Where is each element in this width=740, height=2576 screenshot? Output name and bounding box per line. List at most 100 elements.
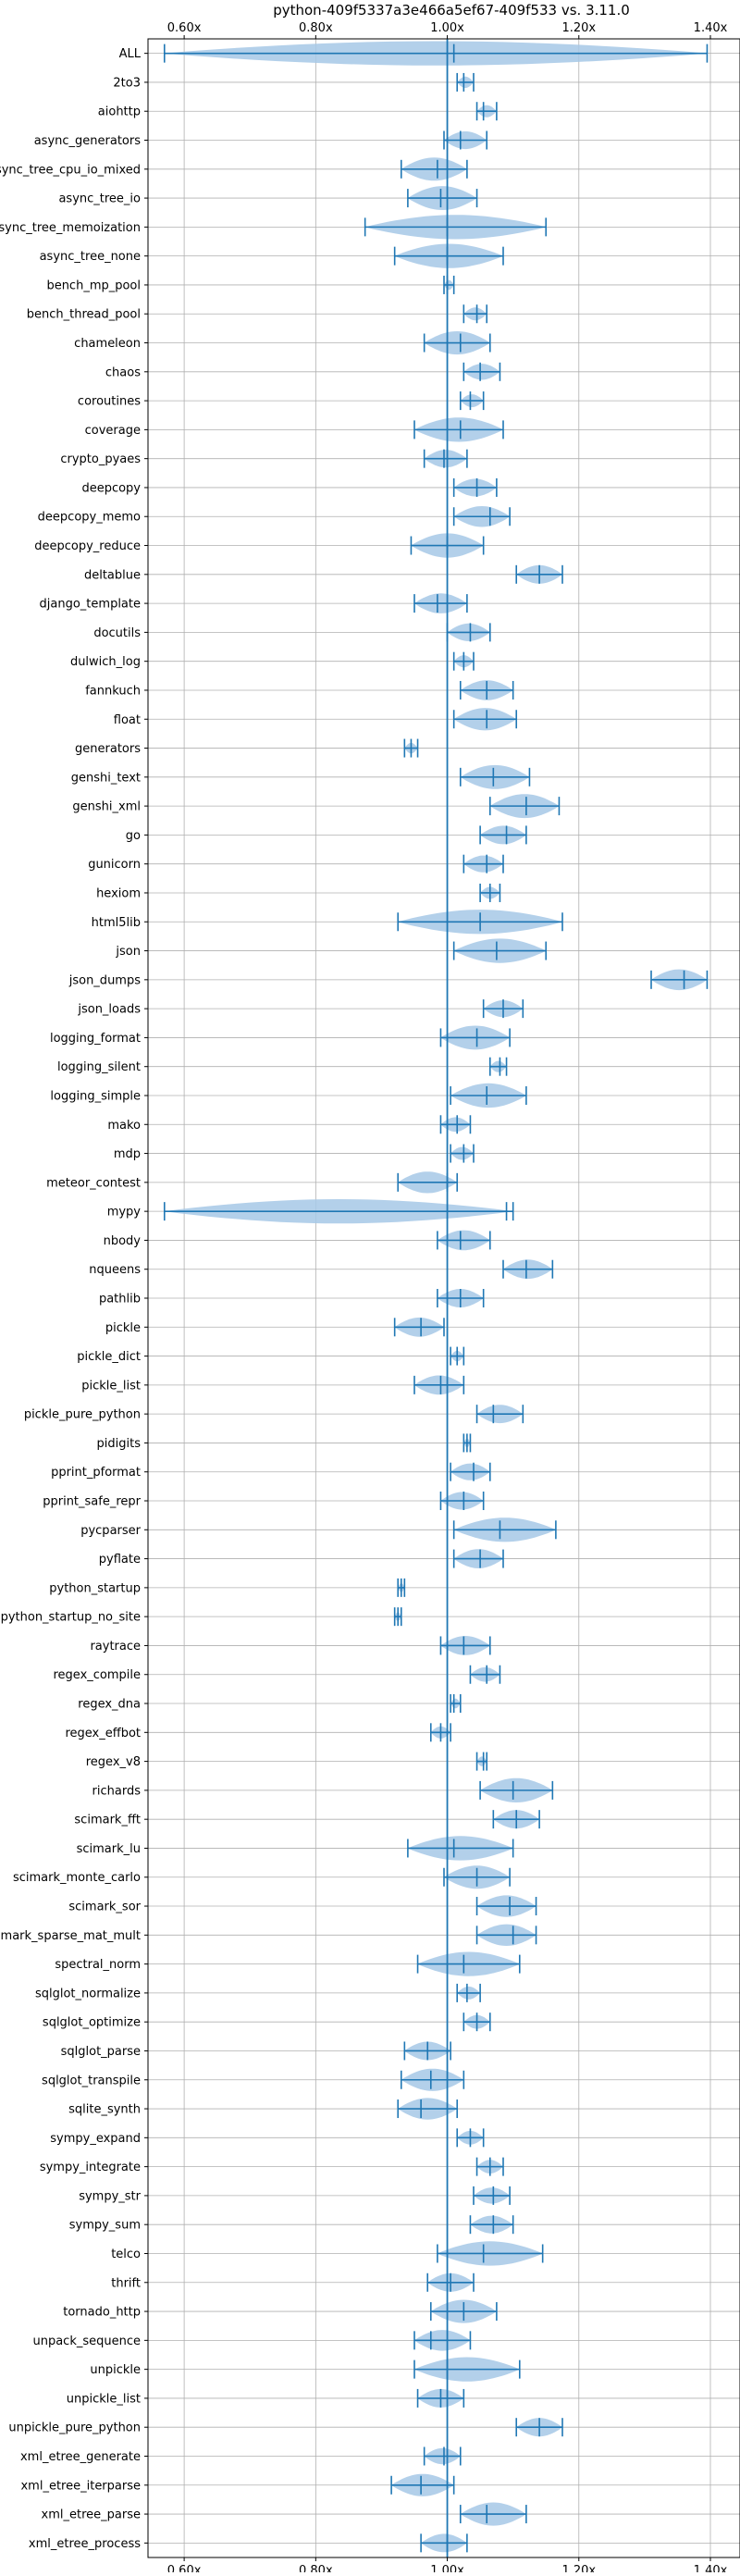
y-category-label: sqlglot_optimize: [43, 2016, 141, 2030]
y-category-label: coroutines: [78, 395, 141, 409]
y-category-label: pickle_list: [81, 1379, 141, 1393]
y-category-label: unpickle: [90, 2363, 141, 2377]
y-category-label: 2to3: [113, 76, 141, 90]
y-category-label: genshi_xml: [72, 800, 141, 814]
x-tick-label-bottom: 1.40x: [694, 2564, 728, 2572]
y-category-label: go: [126, 829, 141, 843]
whisker-layer: [163, 43, 709, 2553]
y-category-label: regex_compile: [53, 1668, 141, 1682]
y-category-label: django_template: [40, 598, 141, 612]
y-category-label: unpickle_list: [67, 2392, 141, 2406]
y-category-label: logging_format: [50, 1032, 141, 1046]
y-category-label: tornado_http: [63, 2306, 141, 2320]
y-category-label: coverage: [85, 424, 141, 438]
y-category-label: logging_simple: [50, 1089, 141, 1103]
y-category-label: meteor_contest: [46, 1176, 141, 1190]
x-tick-label-bottom: 1.20x: [561, 2564, 596, 2572]
y-category-label: dulwich_log: [70, 655, 141, 669]
y-category-label: sqlglot_parse: [61, 2045, 141, 2059]
y-category-label: fannkuch: [85, 684, 141, 698]
y-category-label: json_dumps: [68, 973, 141, 987]
y-category-label: xml_etree_parse: [42, 2508, 141, 2522]
y-category-label: async_tree_none: [40, 250, 141, 264]
y-category-label: generators: [75, 742, 141, 756]
y-category-label: regex_v8: [86, 1755, 141, 1769]
x-tick-label-top: 1.40x: [694, 21, 728, 35]
x-tick-label-top: 0.60x: [167, 21, 202, 35]
y-category-label: float: [114, 713, 141, 727]
x-tick-label-top: 1.00x: [430, 21, 464, 35]
y-category-label: pidigits: [97, 1437, 142, 1451]
y-category-label: unpack_sequence: [32, 2334, 141, 2348]
y-category-label: pycparser: [80, 1524, 141, 1538]
y-category-label: nqueens: [89, 1263, 141, 1277]
label-layer: 0.60x 0.60x 0.80x 0.80x 1.00x 1.00x 1.20x 1.20x…: [0, 21, 728, 2576]
y-category-label: pprint_safe_repr: [43, 1495, 141, 1509]
y-category-label: sympy_integrate: [40, 2161, 141, 2174]
y-category-label: scimark_fft: [74, 1814, 141, 1827]
y-category-label: pprint_pformat: [51, 1466, 141, 1480]
y-category-label: spectral_norm: [55, 1958, 141, 1972]
y-category-label: gunicorn: [88, 858, 141, 872]
violin-layer: [164, 41, 708, 2553]
y-category-label: deltablue: [84, 568, 141, 582]
y-category-label: scimark_monte_carlo: [13, 1871, 141, 1885]
y-category-label: hexiom: [96, 886, 141, 900]
y-category-label: mypy: [107, 1206, 142, 1220]
y-category-label: xml_etree_iterparse: [20, 2479, 141, 2493]
y-category-label: chameleon: [74, 337, 141, 351]
y-category-label: crypto_pyaes: [60, 452, 141, 466]
y-category-label: json_loads: [77, 1003, 141, 1017]
y-category-label: mdp: [114, 1147, 141, 1161]
y-category-label: logging_silent: [57, 1060, 141, 1074]
y-category-label: xml_etree_generate: [20, 2450, 141, 2464]
y-category-label: html5lib: [92, 916, 141, 930]
y-category-label: bench_mp_pool: [46, 279, 141, 292]
chart-title: python-409f5337a3e466a5ef67-409f533 vs. …: [273, 2, 630, 19]
y-category-label: pickle: [105, 1321, 141, 1335]
y-category-label: regex_effbot: [65, 1727, 141, 1740]
y-category-label: genshi_text: [71, 771, 141, 785]
y-category-label: thrift: [111, 2276, 141, 2290]
y-category-label: unpickle_pure_python: [8, 2421, 141, 2435]
y-category-label: deepcopy_memo: [38, 511, 141, 525]
y-category-label: richards: [92, 1784, 142, 1798]
x-tick-label-top: 0.80x: [299, 21, 333, 35]
y-category-label: pickle_dict: [77, 1350, 141, 1364]
y-category-label: async_generators: [34, 134, 142, 148]
y-category-label: raytrace: [90, 1640, 141, 1653]
x-tick-label-bottom: 1.00x: [430, 2564, 464, 2572]
y-category-label: python_startup_no_site: [1, 1611, 141, 1625]
y-category-label: sympy_sum: [69, 2219, 141, 2233]
y-category-label: python_startup: [49, 1581, 141, 1595]
y-category-label: chaos: [105, 365, 141, 379]
x-tick-label-bottom: 0.80x: [299, 2564, 333, 2572]
y-category-label: pickle_pure_python: [24, 1408, 141, 1422]
y-category-label: async_tree_memoization: [0, 221, 141, 235]
y-category-label: async_tree_io: [58, 192, 141, 206]
y-category-label: nbody: [104, 1234, 142, 1248]
y-category-label: scimark_sor: [68, 1901, 141, 1914]
y-category-label: pathlib: [99, 1293, 141, 1307]
y-category-label: docutils: [93, 626, 141, 640]
y-category-label: async_tree_cpu_io_mixed: [0, 163, 141, 177]
y-category-label: deepcopy_reduce: [34, 539, 141, 553]
y-category-label: pyflate: [99, 1553, 141, 1567]
y-category-label: scimark_lu: [77, 1842, 141, 1856]
y-category-label: sqlglot_normalize: [35, 1987, 141, 2000]
y-category-label: telco: [111, 2248, 141, 2261]
y-category-label: json: [115, 945, 141, 959]
plot-frame: [147, 38, 740, 2558]
y-category-label: deepcopy: [81, 481, 141, 495]
y-category-label: mako: [107, 1119, 141, 1133]
y-category-label: sympy_str: [79, 2189, 141, 2203]
y-category-label: aiohttp: [98, 105, 141, 119]
x-tick-label-top: 1.20x: [561, 21, 596, 35]
y-category-label: bench_thread_pool: [27, 308, 141, 322]
y-category-label: sqlite_synth: [68, 2103, 141, 2117]
x-tick-label-bottom: 0.60x: [167, 2564, 202, 2572]
y-category-label: sympy_expand: [50, 2132, 141, 2146]
y-category-label: scimark_sparse_mat_mult: [0, 1929, 141, 1943]
